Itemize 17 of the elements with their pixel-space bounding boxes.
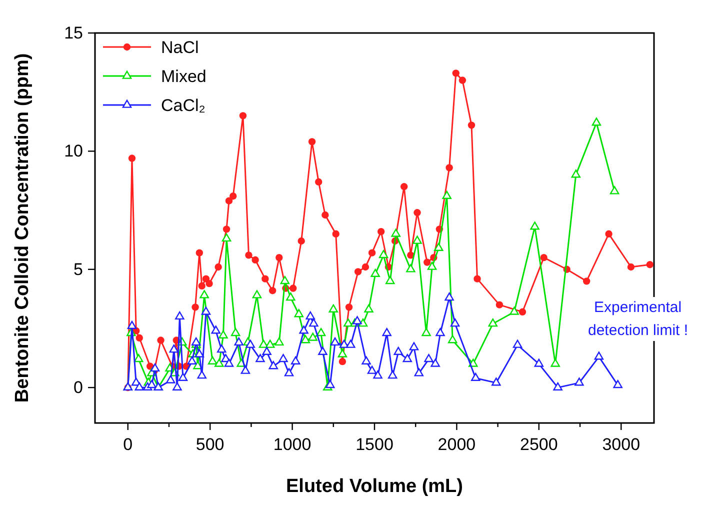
x-tick-label: 0 <box>123 434 133 454</box>
x-axis-title: Eluted Volume (mL) <box>286 476 463 497</box>
x-tick-label: 2500 <box>520 434 558 454</box>
x-tick-label: 3000 <box>602 434 640 454</box>
legend-label: Mixed <box>161 67 206 86</box>
x-tick-label: 1000 <box>273 434 312 454</box>
y-tick-label: 10 <box>64 142 83 161</box>
legend-label: NaCl <box>161 38 199 57</box>
y-tick-label: 5 <box>74 260 83 279</box>
y-tick-label: 0 <box>74 378 83 397</box>
x-tick-label: 2000 <box>438 434 476 454</box>
x-tick-label: 1500 <box>356 434 394 454</box>
y-tick-label: 15 <box>64 23 83 42</box>
annotation: Experimental detection limit ! <box>588 299 688 339</box>
y-axis-title: Bentonite Colloid Concentration (ppm) <box>12 53 33 403</box>
x-tick-label: 500 <box>196 434 224 454</box>
legend-label: CaCl₂ <box>161 96 206 115</box>
